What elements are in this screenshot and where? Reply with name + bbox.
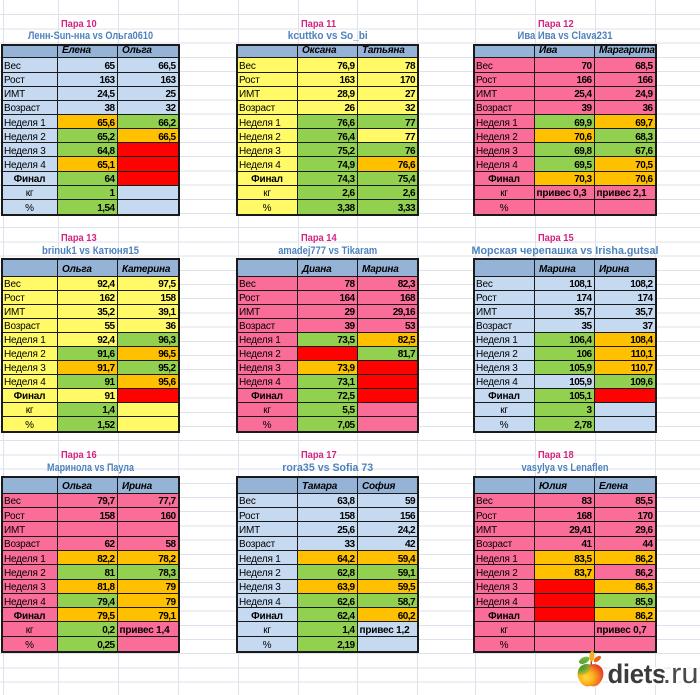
svg-text:diets: diets	[608, 659, 667, 689]
svg-text:.ru: .ru	[663, 658, 699, 690]
